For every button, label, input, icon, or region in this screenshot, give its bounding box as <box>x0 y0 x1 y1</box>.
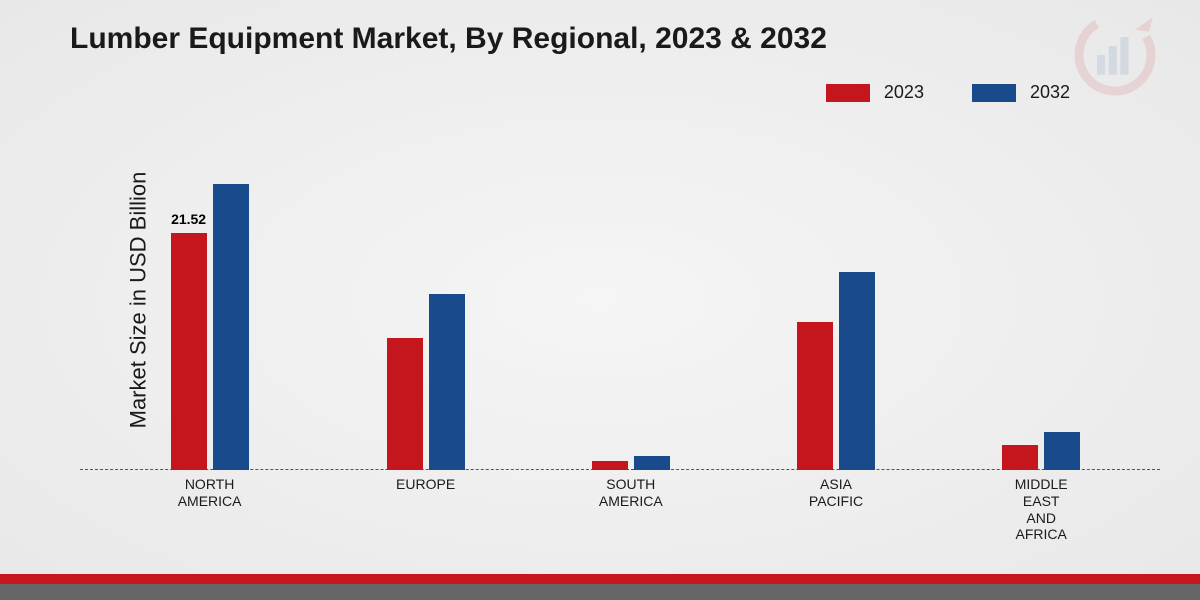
bar: 21.52 <box>171 233 207 470</box>
category-label: MIDDLE EAST AND AFRICA <box>1015 470 1068 543</box>
bar <box>1044 432 1080 471</box>
bar <box>839 272 875 470</box>
chart-title: Lumber Equipment Market, By Regional, 20… <box>70 22 827 56</box>
bar-group: 21.52 <box>171 184 249 470</box>
category-label: ASIA PACIFIC <box>809 470 863 510</box>
legend-item-2032: 2032 <box>972 82 1070 103</box>
legend-label-2032: 2032 <box>1030 82 1070 103</box>
legend-item-2023: 2023 <box>826 82 924 103</box>
legend-label-2023: 2023 <box>884 82 924 103</box>
bar-value-label: 21.52 <box>171 211 207 227</box>
bar <box>1002 445 1038 470</box>
bar <box>429 294 465 470</box>
watermark-logo-icon <box>1070 10 1160 105</box>
footer-bar <box>0 584 1200 600</box>
plot-area: 21.52NORTH AMERICAEUROPESOUTH AMERICAASI… <box>80 140 1160 470</box>
category-label: NORTH AMERICA <box>178 470 242 510</box>
legend-swatch-2032 <box>972 84 1016 102</box>
bar-group <box>1002 432 1080 471</box>
footer-accent-bar <box>0 574 1200 584</box>
bar-group <box>797 272 875 470</box>
legend-swatch-2023 <box>826 84 870 102</box>
legend: 2023 2032 <box>826 82 1070 103</box>
bar <box>634 456 670 470</box>
category-label: EUROPE <box>396 470 455 493</box>
bar <box>592 461 628 470</box>
bar <box>213 184 249 470</box>
category-label: SOUTH AMERICA <box>599 470 663 510</box>
bar-group <box>387 294 465 470</box>
bar <box>387 338 423 470</box>
chart-canvas: Lumber Equipment Market, By Regional, 20… <box>0 0 1200 600</box>
bar <box>797 322 833 471</box>
bar-group <box>592 456 670 470</box>
